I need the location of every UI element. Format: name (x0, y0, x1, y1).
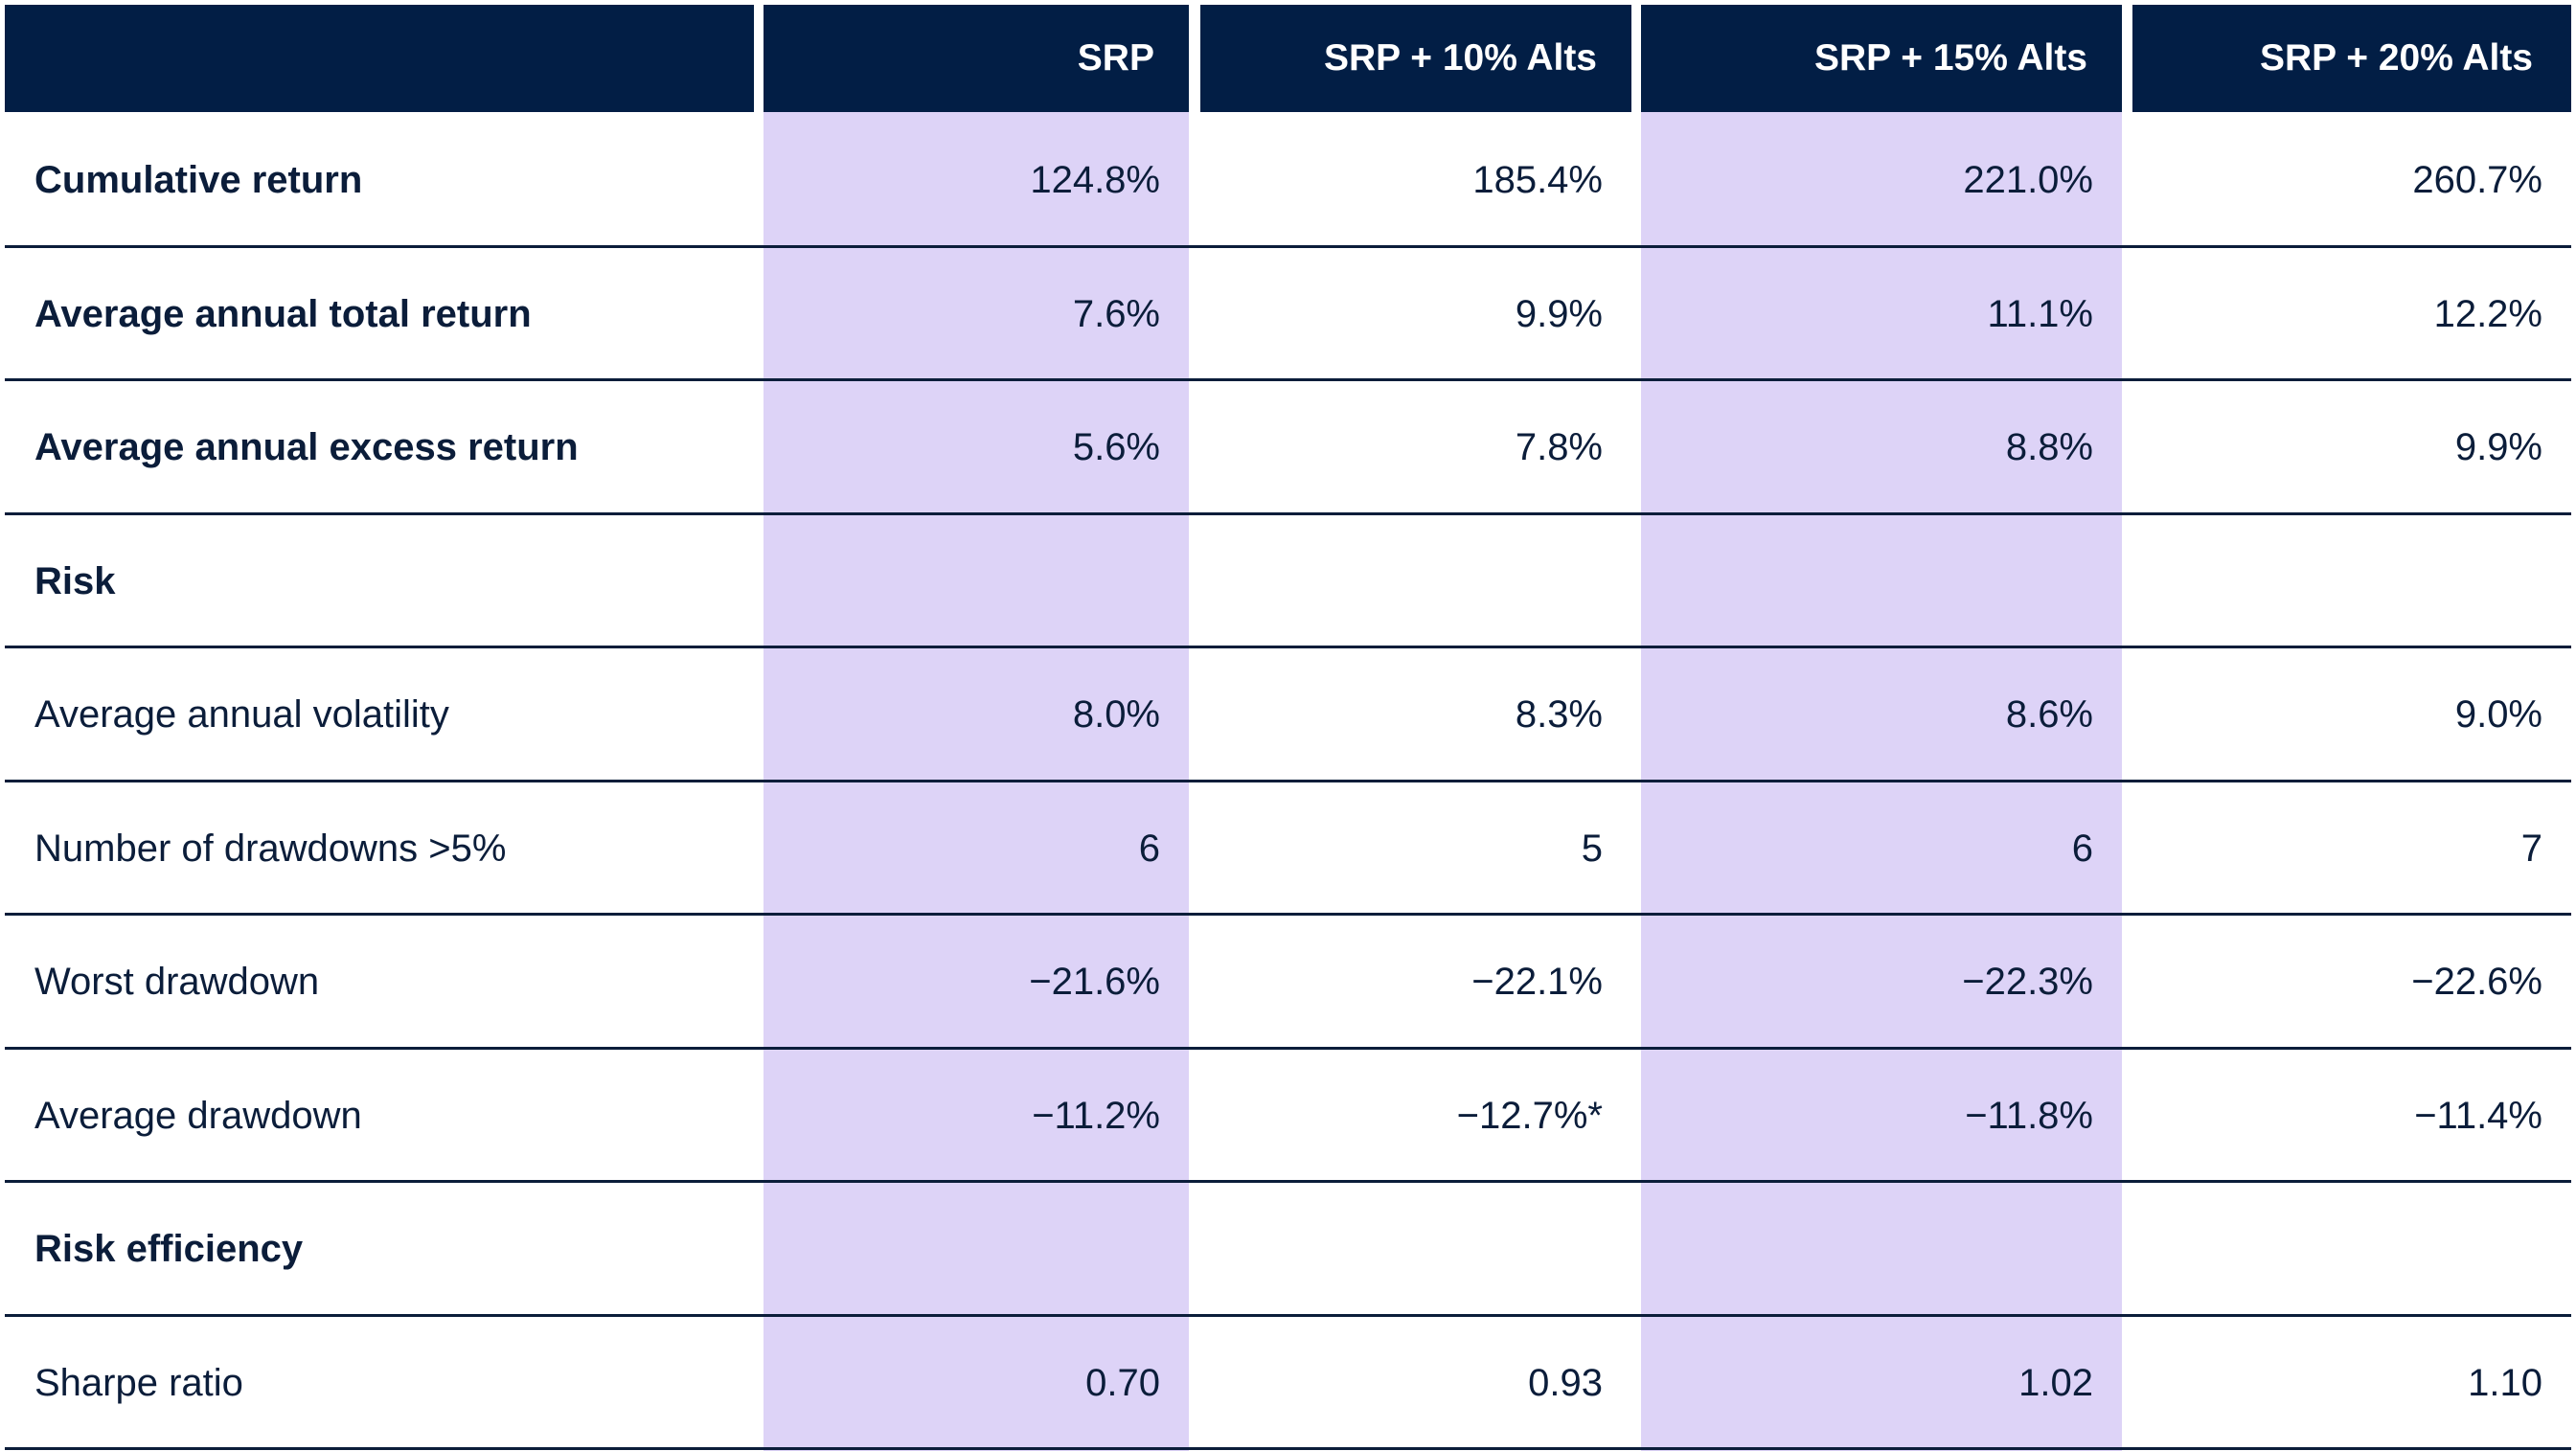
table-row: Average annual total return 7.6% 9.9% 11.1%… (5, 248, 2571, 381)
table-row: Risk efficiency (5, 1183, 2571, 1316)
table-cell: 9.0% (2454, 693, 2542, 736)
row-divider (5, 646, 2571, 648)
table-cell: 5 (1581, 828, 1603, 870)
table-cell (2132, 515, 2542, 648)
table-cell: 0.93 (1528, 1362, 1603, 1404)
row-divider (5, 378, 2571, 381)
table-cell: 0.70 (1085, 1362, 1160, 1404)
table-cell: −22.3% (1962, 961, 2093, 1003)
header-cell-label (5, 5, 754, 112)
row-divider (5, 1047, 2571, 1050)
row-label: Cumulative return (34, 159, 363, 201)
table-cell: −11.8% (1965, 1095, 2093, 1137)
table-cell: 8.0% (1072, 693, 1160, 736)
table-cell (2132, 1183, 2542, 1316)
table-row: Sharpe ratio 0.70 0.93 1.02 1.10 (5, 1317, 2571, 1450)
table-cell: 1.02 (2018, 1362, 2093, 1404)
row-divider (5, 512, 2571, 515)
table-row: Risk (5, 515, 2571, 648)
table-cell (1641, 1183, 2093, 1316)
header-cell-srp-15-alts: SRP + 15% Alts (1641, 5, 2122, 112)
header-cell-srp-20-alts: SRP + 20% Alts (2132, 5, 2571, 112)
table-cell: −21.6% (1029, 961, 1160, 1003)
table-cell: 7 (2520, 828, 2542, 870)
table-cell: 9.9% (2454, 426, 2542, 468)
table-cell: −22.6% (2411, 961, 2542, 1003)
table-cell: 12.2% (2433, 293, 2542, 335)
row-label: Average annual volatility (34, 693, 449, 736)
table-row: Average annual excess return 5.6% 7.8% 8.8%… (5, 381, 2571, 514)
row-divider (5, 1314, 2571, 1317)
row-label: Average annual total return (34, 293, 532, 335)
table-row: Cumulative return 124.8% 185.4% 221.0% 260.7… (5, 114, 2571, 247)
row-label: Number of drawdowns >5% (34, 828, 507, 870)
header-cell-srp-10-alts: SRP + 10% Alts (1200, 5, 1631, 112)
table-cell (1200, 515, 1603, 648)
table-cell: −22.1% (1471, 961, 1603, 1003)
row-divider (5, 913, 2571, 916)
row-divider (5, 245, 2571, 248)
table-cell: 5.6% (1072, 426, 1160, 468)
row-divider (5, 780, 2571, 782)
table-row: Number of drawdowns >5% 6 5 6 7 (5, 782, 2571, 916)
table-cell: 7.8% (1515, 426, 1603, 468)
table-cell: 6 (2071, 828, 2093, 870)
table-row: Worst drawdown −21.6% −22.1% −22.3% −22.6% (5, 916, 2571, 1049)
table-cell: −11.4% (2414, 1095, 2542, 1137)
table-cell: 221.0% (1963, 159, 2093, 201)
table-cell: −12.7%* (1456, 1095, 1603, 1137)
header-cell-srp: SRP (764, 5, 1189, 112)
row-label: Average drawdown (34, 1095, 362, 1137)
row-label: Average annual excess return (34, 426, 579, 468)
row-label: Risk efficiency (34, 1228, 304, 1270)
row-label: Sharpe ratio (34, 1362, 243, 1404)
row-divider (5, 1180, 2571, 1183)
table-cell (1641, 515, 2093, 648)
table-cell: 8.3% (1515, 693, 1603, 736)
table-cell: 7.6% (1072, 293, 1160, 335)
table-cell: 124.8% (1030, 159, 1160, 201)
row-label: Risk (34, 560, 116, 602)
table-cell: 6 (1138, 828, 1160, 870)
table-row: Average annual volatility 8.0% 8.3% 8.6% 9.0… (5, 648, 2571, 782)
table-cell: 11.1% (1987, 293, 2093, 335)
table-cell: 260.7% (2412, 159, 2542, 201)
row-divider (5, 1447, 2571, 1450)
table-cell: −11.2% (1032, 1095, 1160, 1137)
table-cell (764, 1183, 1160, 1316)
row-label: Worst drawdown (34, 961, 320, 1003)
table-cell (1200, 1183, 1603, 1316)
table-row: Average drawdown −11.2% −12.7%* −11.8% −11.4… (5, 1050, 2571, 1183)
table-cell (764, 515, 1160, 648)
table-cell: 185.4% (1472, 159, 1603, 201)
table-cell: 1.10 (2468, 1362, 2542, 1404)
table-cell: 9.9% (1515, 293, 1603, 335)
table-cell: 8.6% (2005, 693, 2093, 736)
table-cell: 8.8% (2005, 426, 2093, 468)
